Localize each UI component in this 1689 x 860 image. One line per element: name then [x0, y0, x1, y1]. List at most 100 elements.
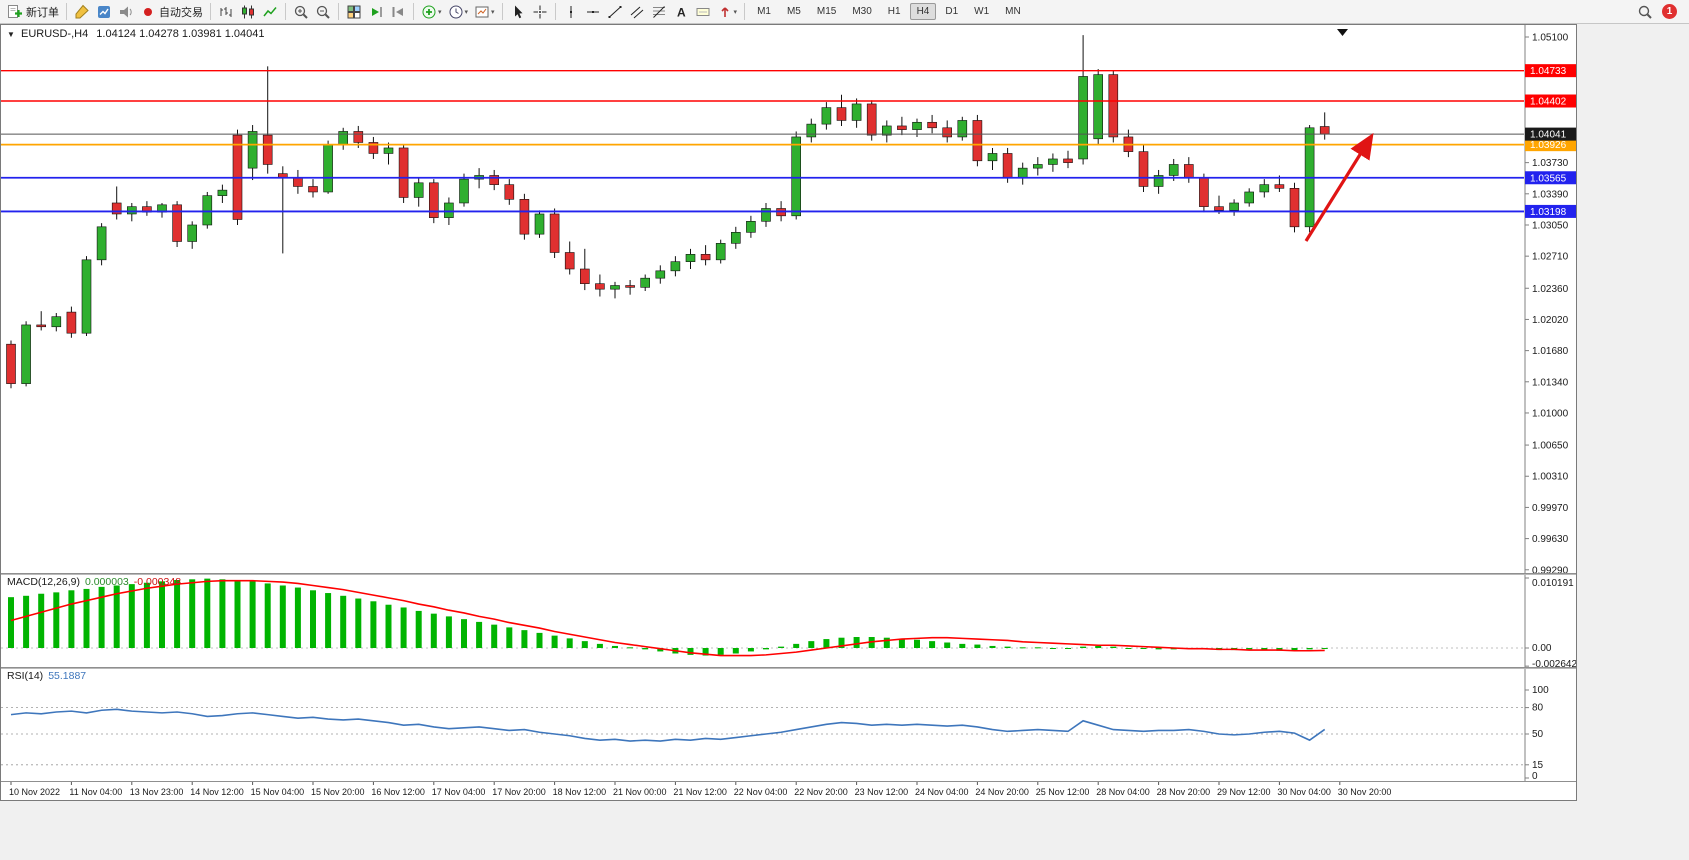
svg-text:15 Nov 20:00: 15 Nov 20:00	[311, 787, 365, 797]
rsi-pane[interactable]: 100 80 50 15 0 RSI(14) 55.1887	[1, 669, 1576, 781]
line-chart-button[interactable]	[259, 2, 281, 22]
vertical-line-button[interactable]	[560, 2, 582, 22]
svg-text:10 Nov 2022: 10 Nov 2022	[9, 787, 60, 797]
panel-splitter[interactable]	[1, 573, 1576, 575]
zoom-in-button[interactable]	[290, 2, 312, 22]
search-icon	[1638, 5, 1652, 19]
svg-text:1.03565: 1.03565	[1530, 173, 1567, 184]
alerts-button[interactable]	[115, 2, 137, 22]
main-chart-pane[interactable]: 1.05100 1.03730 1.03390 1.03050 1.02710 1.023…	[1, 25, 1576, 573]
svg-text:1.01680: 1.01680	[1532, 346, 1569, 357]
new-order-icon	[8, 4, 22, 18]
toolbar-separator	[285, 3, 286, 20]
periods-button[interactable]: ▾	[445, 2, 472, 22]
svg-text:1.04041: 1.04041	[1530, 130, 1567, 141]
autotrade-button[interactable]: 自动交易	[137, 2, 206, 22]
svg-text:1.02020: 1.02020	[1532, 315, 1569, 326]
toolbar-separator	[338, 3, 339, 20]
macd-pane[interactable]: 0.010191 0.00 -0.002642 MACD(12,26,9) 0.000…	[1, 575, 1576, 667]
fibonacci-button[interactable]	[648, 2, 670, 22]
templates-button[interactable]: ▾	[471, 2, 498, 22]
cursor-button[interactable]	[507, 2, 529, 22]
svg-text:1.03198: 1.03198	[1530, 207, 1567, 218]
label-button[interactable]	[692, 2, 714, 22]
main-toolbar: 新订单 自动交易	[0, 0, 1689, 24]
svg-text:1.02710: 1.02710	[1532, 252, 1569, 263]
timeframe-button-m1[interactable]: M1	[757, 6, 771, 17]
svg-text:0: 0	[1532, 771, 1538, 781]
svg-text:1.03050: 1.03050	[1532, 220, 1569, 231]
svg-text:0.99290: 0.99290	[1532, 565, 1569, 573]
timeframe-button-h4[interactable]: H4	[909, 3, 937, 20]
new-order-button[interactable]: 新订单	[4, 2, 62, 22]
svg-text:1.00310: 1.00310	[1532, 472, 1569, 483]
tile-windows-icon	[347, 5, 361, 18]
chart-shift-button[interactable]	[387, 2, 409, 22]
timeframe-button-d1[interactable]: D1	[945, 6, 959, 17]
text-icon: A	[677, 5, 686, 19]
channel-button[interactable]	[626, 2, 648, 22]
chart-title: ▼ EURUSD-,H4 1.04124 1.04278 1.03981 1.0…	[7, 28, 265, 40]
svg-text:16 Nov 12:00: 16 Nov 12:00	[371, 787, 425, 797]
rsi-label: RSI(14) 55.1887	[7, 670, 87, 682]
cursor-icon	[514, 5, 523, 18]
svg-text:30 Nov 20:00: 30 Nov 20:00	[1338, 787, 1392, 797]
dropdown-caret-icon: ▾	[438, 8, 442, 16]
svg-text:15: 15	[1532, 760, 1544, 771]
label-icon	[696, 7, 710, 16]
crosshair-button[interactable]	[529, 2, 551, 22]
autotrade-label: 自动交易	[159, 6, 203, 19]
zoom-out-icon	[316, 5, 330, 19]
bar-chart-button[interactable]	[215, 2, 237, 22]
panel-splitter[interactable]	[1, 667, 1576, 669]
timeframe-button-w1[interactable]: W1	[974, 6, 990, 17]
timeframe-button-m5[interactable]: M5	[786, 6, 801, 17]
svg-text:1.03730: 1.03730	[1532, 158, 1569, 169]
zoom-out-button[interactable]	[312, 2, 334, 22]
candlestick-icon	[242, 5, 254, 18]
new-order-label: 新订单	[26, 6, 59, 19]
rsi-canvas[interactable]: 100 80 50 150	[1, 669, 1576, 781]
notification-badge[interactable]: 1	[1662, 4, 1677, 19]
add-indicator-icon	[422, 5, 436, 18]
auto-scroll-button[interactable]	[365, 2, 387, 22]
candlestick-chart-button[interactable]	[237, 2, 259, 22]
indicators-button[interactable]: ▾	[418, 2, 445, 22]
svg-text:-0.002642: -0.002642	[1532, 659, 1576, 667]
macd-canvas[interactable]: 0.010191 0.00 -0.002642	[1, 575, 1576, 667]
svg-text:13 Nov 23:00: 13 Nov 23:00	[130, 787, 184, 797]
timeframe-button-m15[interactable]: M15	[816, 6, 837, 17]
fibonacci-icon	[652, 5, 665, 18]
svg-text:11 Nov 04:00: 11 Nov 04:00	[69, 787, 122, 797]
tile-windows-button[interactable]	[343, 2, 365, 22]
chart-window-eurusd-h4[interactable]: 1.05100 1.03730 1.03390 1.03050 1.02710 1.023…	[0, 24, 1577, 801]
svg-text:1.04733: 1.04733	[1530, 66, 1567, 77]
arrows-button[interactable]: ▾	[714, 2, 741, 22]
text-button[interactable]: A	[670, 2, 692, 22]
svg-text:80: 80	[1532, 703, 1544, 714]
trendline-button[interactable]	[604, 2, 626, 22]
metaeditor-button[interactable]	[71, 2, 93, 22]
time-axis-canvas[interactable]: 10 Nov 2022 11 Nov 04:00 13 Nov 23:00 14 No…	[1, 782, 1576, 800]
symbol-dropdown-icon[interactable]: ▼	[7, 30, 15, 39]
channel-icon	[630, 6, 643, 18]
timeframe-button-mn[interactable]: MN	[1005, 6, 1021, 17]
macd-label: MACD(12,26,9) 0.000003 -0.000348	[7, 576, 182, 588]
svg-text:17 Nov 04:00: 17 Nov 04:00	[432, 787, 486, 797]
timeframe-button-m30[interactable]: M30	[852, 6, 872, 17]
main-chart-canvas[interactable]: 1.05100 1.03730 1.03390 1.03050 1.02710 1.023…	[1, 25, 1576, 573]
market-watch-icon	[98, 5, 110, 18]
time-axis-pane[interactable]: 10 Nov 2022 11 Nov 04:00 13 Nov 23:00 14 No…	[1, 782, 1576, 800]
crosshair-icon	[533, 5, 547, 18]
horizontal-line-button[interactable]	[582, 2, 604, 22]
chart-symbol-timeframe: EURUSD-,H4	[20, 28, 89, 40]
svg-text:28 Nov 04:00: 28 Nov 04:00	[1096, 787, 1150, 797]
svg-text:1.01000: 1.01000	[1532, 408, 1569, 419]
market-watch-button[interactable]	[93, 2, 115, 22]
timeframe-button-h1[interactable]: H1	[887, 6, 901, 17]
search-button[interactable]	[1634, 2, 1656, 22]
svg-text:1.01340: 1.01340	[1532, 377, 1569, 388]
svg-text:0.00: 0.00	[1532, 643, 1552, 654]
svg-text:18 Nov 12:00: 18 Nov 12:00	[553, 787, 607, 797]
autotrade-status-icon	[144, 7, 152, 16]
